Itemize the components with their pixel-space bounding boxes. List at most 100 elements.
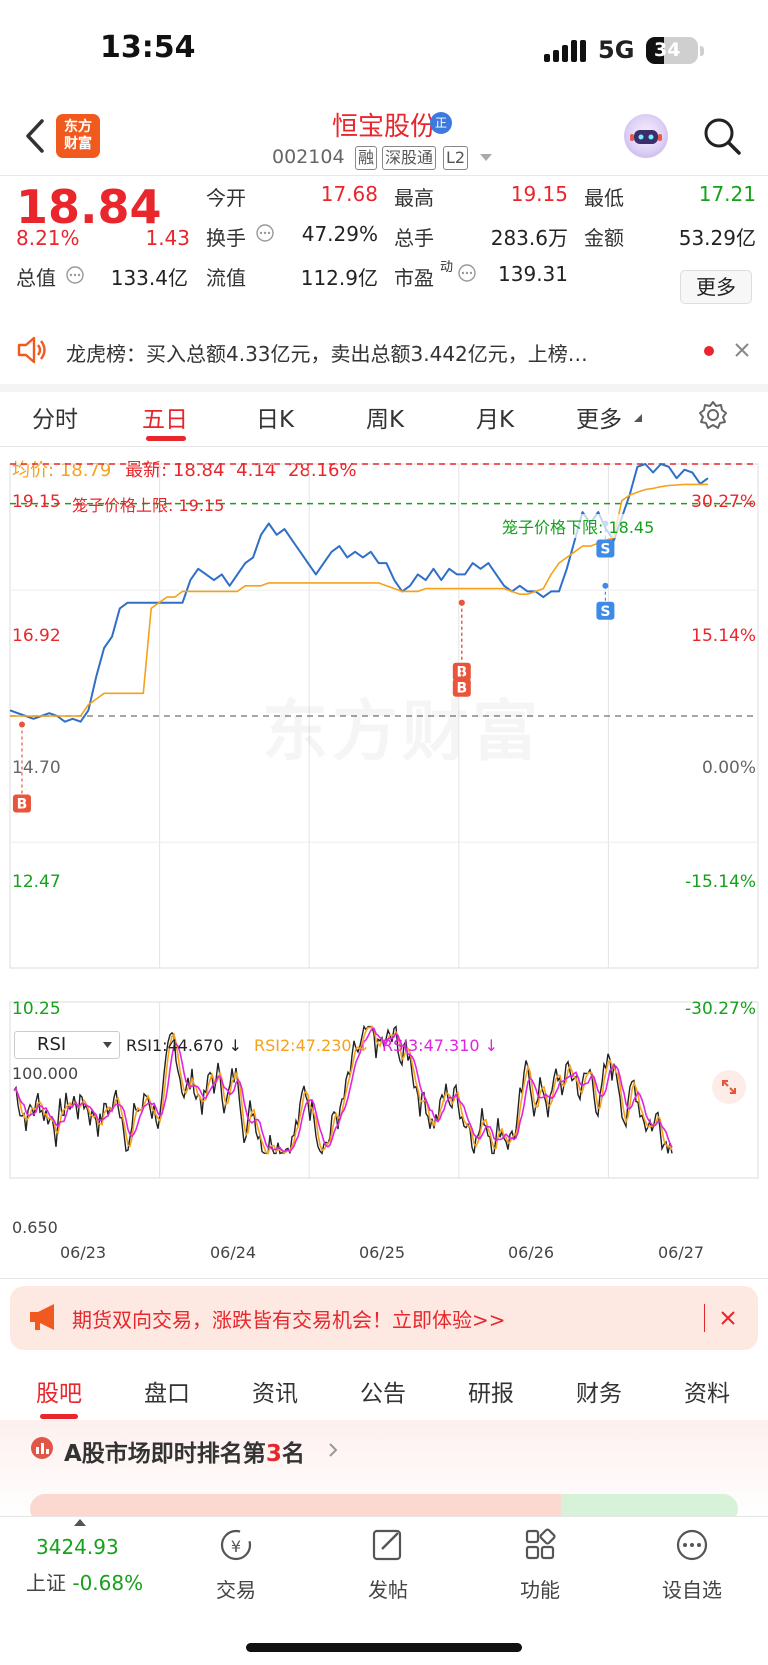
tab-research[interactable]: 研报 xyxy=(468,1381,514,1407)
avg-label: 均价: xyxy=(12,460,55,481)
y-tick-left-1: 16.92 xyxy=(12,626,61,646)
marker-dot xyxy=(458,599,465,606)
svg-text:¥: ¥ xyxy=(231,1537,241,1556)
assistant-avatar-icon[interactable] xyxy=(624,114,668,158)
index-info[interactable]: 上证 -0.68% xyxy=(26,1571,144,1595)
mktcap-value: 133.4亿 xyxy=(110,266,188,290)
rsi-line-RSI3 xyxy=(13,1027,673,1153)
nav-add-watchlist[interactable]: 设自选 xyxy=(642,1527,742,1603)
market-rank-card[interactable]: A股市场即时排名第3名 xyxy=(0,1420,768,1524)
nav-trade[interactable]: ¥ 交易 xyxy=(186,1527,286,1603)
stock-header: 东方 财富 恒宝股份 正 002104 融 深股通 L2 xyxy=(0,100,768,176)
tab-profile[interactable]: 资料 xyxy=(684,1381,730,1407)
tab-forum[interactable]: 股吧 xyxy=(36,1381,82,1407)
chart-tabs: 分时 五日 日K 周K 月K 更多 xyxy=(0,384,768,446)
active-tab-indicator xyxy=(146,436,186,441)
chevron-up-icon xyxy=(74,1519,86,1526)
notice-text: 龙虎榜：买入总额4.33亿元，卖出总额3.442亿元，上榜… xyxy=(66,342,588,366)
tab-five-day[interactable]: 五日 xyxy=(142,407,188,433)
tab-orderbook[interactable]: 盘口 xyxy=(144,1381,190,1407)
x-tick-0: 06/23 xyxy=(60,1243,107,1262)
dropdown-icon[interactable] xyxy=(480,154,492,162)
turnover-value: 47.29% xyxy=(301,222,378,246)
info-icon[interactable] xyxy=(256,224,274,242)
trade-marker-B xyxy=(12,794,31,813)
nav-add-watchlist-label: 设自选 xyxy=(662,1578,722,1602)
app-logo: 东方 财富 xyxy=(56,114,100,158)
tab-finance[interactable]: 财务 xyxy=(576,1381,622,1407)
tab-monthly-k[interactable]: 月K xyxy=(475,407,515,433)
search-icon[interactable] xyxy=(702,116,742,156)
bottom-nav: 3424.93 上证 -0.68% ¥ 交易 发帖 功能 设自选 xyxy=(0,1516,768,1665)
ad-text: 期货双向交易，涨跌皆有交易机会！立即体验>> xyxy=(72,1308,506,1332)
latest-label: 最新: xyxy=(125,460,168,481)
x-tick-4: 06/27 xyxy=(658,1243,705,1262)
speaker-icon xyxy=(17,336,46,364)
marker-dot xyxy=(602,582,609,589)
expand-icon[interactable] xyxy=(712,1070,746,1104)
ad-divider xyxy=(704,1304,705,1332)
tab-news[interactable]: 资讯 xyxy=(252,1381,298,1407)
y-tick-right-2: 0.00% xyxy=(701,758,756,778)
avg-price-line xyxy=(10,483,708,717)
trade-marker-label: S xyxy=(600,604,610,620)
close-icon[interactable] xyxy=(734,342,750,358)
volume-label: 总手 xyxy=(394,226,434,250)
y-tick-left-0: 19.15 xyxy=(12,492,61,512)
indicator-select[interactable]: RSI xyxy=(14,1031,120,1059)
notice-bar[interactable]: 龙虎榜：买入总额4.33亿元，卖出总额3.442亿元，上榜… xyxy=(0,318,768,384)
signal-icon xyxy=(544,40,586,62)
content-tabs: 股吧 盘口 资讯 公告 研报 财务 资料 xyxy=(0,1358,768,1419)
back-icon[interactable] xyxy=(24,118,46,154)
tab-announcements[interactable]: 公告 xyxy=(360,1381,406,1407)
tag-connect: 深股通 xyxy=(382,146,437,170)
amount-value: 53.29亿 xyxy=(678,226,756,250)
x-tick-1: 06/24 xyxy=(210,1243,257,1262)
megaphone-icon xyxy=(30,1304,54,1330)
divider xyxy=(0,384,768,392)
trade-marker-B xyxy=(452,678,471,697)
info-icon[interactable] xyxy=(458,264,476,282)
more-dots-icon xyxy=(676,1529,708,1561)
nav-functions[interactable]: 功能 xyxy=(490,1527,590,1603)
futures-ad-banner[interactable]: 期货双向交易，涨跌皆有交易机会！立即体验>> xyxy=(10,1286,758,1350)
trade-marker-S xyxy=(596,601,615,620)
trade-marker-S xyxy=(596,539,615,558)
tab-more[interactable]: 更多 xyxy=(576,407,622,433)
info-icon[interactable] xyxy=(66,266,84,284)
grid-icon xyxy=(525,1528,556,1560)
change-percent: 8.21% xyxy=(16,226,80,250)
more-button[interactable]: 更多 xyxy=(680,270,752,304)
index-value[interactable]: 3424.93 xyxy=(36,1535,119,1559)
y-tick-right-0: 30.27% xyxy=(691,492,756,512)
tab-daily-k[interactable]: 日K xyxy=(255,407,295,433)
cage-upper-label: 笼子价格上限: 19.15 xyxy=(72,496,225,515)
stock-name: 恒宝股份 xyxy=(331,112,436,142)
latest-value: 18.84 xyxy=(172,460,225,481)
y-tick-left-3: 12.47 xyxy=(12,872,61,892)
rank-text: A股市场即时排名第3名 xyxy=(64,1441,305,1467)
rsi-line-RSI1 xyxy=(13,1024,673,1155)
gear-icon[interactable] xyxy=(698,400,728,430)
trade-icon: ¥ xyxy=(220,1529,252,1561)
quote-panel: 18.84 8.21% 1.43 总值 133.4亿 今开 17.68 最高 1… xyxy=(0,176,768,318)
nav-trade-label: 交易 xyxy=(216,1578,256,1602)
status-bar: 13:54 5G 34 xyxy=(0,0,768,100)
trade-marker-label: B xyxy=(456,665,467,681)
close-icon[interactable] xyxy=(720,1310,736,1326)
nav-post-label: 发帖 xyxy=(368,1578,408,1602)
high-label: 最高 xyxy=(394,186,434,210)
chevron-down-icon xyxy=(103,1042,112,1048)
marker-dot xyxy=(18,721,25,728)
nav-post[interactable]: 发帖 xyxy=(338,1527,438,1603)
change-amount: 1.43 xyxy=(145,226,190,250)
volume-value: 283.6万 xyxy=(490,226,568,250)
clock: 13:54 xyxy=(100,30,196,65)
active-tab-indicator xyxy=(40,1414,78,1419)
tab-intraday[interactable]: 分时 xyxy=(32,407,78,433)
tab-weekly-k[interactable]: 周K xyxy=(365,407,405,433)
network-type: 5G xyxy=(598,36,635,64)
